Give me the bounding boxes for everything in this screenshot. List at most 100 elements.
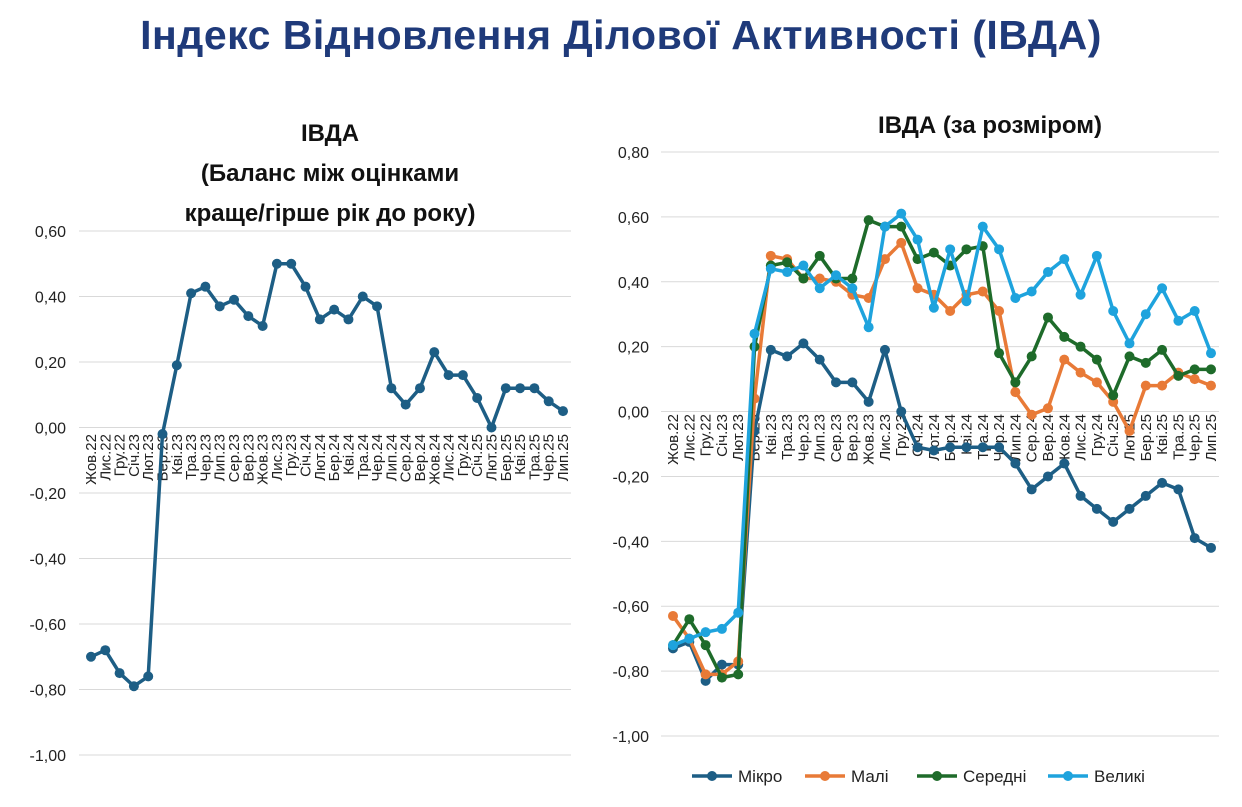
left-xtick-label: Лют.25 [483, 434, 500, 481]
left-series-0-point [486, 422, 497, 433]
right-series-3-point [1108, 305, 1119, 316]
right-series-2-point [684, 614, 695, 625]
right-series-1-point [1059, 354, 1070, 365]
right-series-3-point [1173, 315, 1184, 326]
right-series-3-point [733, 607, 744, 618]
right-series-1-point [879, 254, 890, 265]
right-xtick-label: Гру.22 [698, 414, 715, 456]
right-xtick-label: Гру.23 [893, 414, 910, 456]
right-series-0-point [1075, 490, 1086, 501]
right-xtick-label: Вер.24 [1040, 414, 1057, 462]
left-series-0-point [171, 360, 182, 371]
right-series-0-point [814, 354, 825, 365]
right-series-1-point [977, 286, 988, 297]
left-xtick-label: Тра.23 [183, 434, 200, 480]
right-series-3-point [782, 267, 793, 278]
right-series-3-point [1091, 250, 1102, 261]
right-series-0-point [912, 442, 923, 453]
left-xtick-label: Жов.24 [426, 434, 443, 485]
right-xtick-label: Лис.23 [877, 414, 894, 461]
left-xtick-label: Гру.22 [112, 434, 129, 476]
right-series-line-0 [672, 341, 1212, 683]
right-series-3-point [668, 640, 678, 651]
right-series-0-point [945, 442, 956, 453]
right-series-3-point [1042, 267, 1053, 278]
left-series-0-point [128, 681, 139, 692]
right-series-0-point [716, 659, 727, 670]
left-series-0-point [372, 301, 383, 312]
right-ytick-label: -0,40 [613, 534, 650, 551]
left-series-0-point [558, 406, 568, 417]
left-series-0-point [343, 314, 354, 325]
right-series-2-point [847, 273, 858, 284]
right-xtick-label: Жов.22 [665, 414, 682, 465]
right-xtick-label: Лют.23 [730, 414, 747, 461]
left-xtick-label: Чер.23 [197, 434, 214, 482]
right-series-0-point [1124, 503, 1135, 514]
left-series-0-point [257, 320, 268, 331]
legend-label-3: Великі [1094, 767, 1145, 786]
left-xtick-label: Лип.23 [212, 434, 229, 481]
right-xtick-label: Кві.25 [1154, 414, 1171, 455]
right-series-2-point [1157, 344, 1168, 355]
right-series-2-point [1059, 331, 1070, 342]
right-series-1-point [1189, 374, 1200, 385]
right-series-2-point [700, 640, 711, 651]
left-series-0-point [186, 288, 197, 299]
right-series-0-point [1173, 484, 1184, 495]
left-xtick-label: Тра.24 [355, 434, 372, 480]
right-series-1-point [1075, 367, 1086, 378]
right-series-3-point [1206, 348, 1216, 359]
right-series-1-point [896, 237, 907, 248]
left-ytick-label: -0,60 [30, 617, 67, 634]
left-xtick-label: Жов.23 [255, 434, 272, 485]
right-ytick-label: -0,80 [613, 664, 650, 681]
right-series-2-point [994, 348, 1005, 359]
legend-marker-1 [820, 771, 830, 781]
left-series-0-point [329, 304, 340, 315]
left-ytick-label: -0,20 [30, 486, 67, 503]
left-chart-title-line-3: краще/гірше рік до року) [184, 200, 476, 227]
right-series-3-point [1124, 338, 1135, 349]
left-series-0-point [543, 396, 554, 407]
left-xtick-label: Січ.23 [126, 434, 143, 477]
right-series-3-point [798, 260, 809, 271]
right-series-2-point [716, 672, 727, 683]
right-series-2-point [782, 257, 793, 268]
right-series-0-point [1189, 533, 1200, 544]
right-series-0-point [1108, 516, 1119, 527]
left-series-0-point [414, 383, 425, 394]
right-xtick-label: Бер.24 [942, 414, 959, 461]
right-xtick-label: Січ.25 [1105, 414, 1122, 457]
right-series-1-point [863, 293, 874, 303]
left-series-0-point [100, 645, 111, 656]
right-ytick-label: 0,60 [618, 210, 649, 227]
left-series-0-point [200, 281, 211, 292]
right-xtick-label: Жов.23 [861, 414, 878, 465]
right-series-0-point [847, 377, 858, 388]
right-series-2-point [1075, 341, 1086, 352]
right-series-2-point [1091, 354, 1102, 365]
right-series-1-point [912, 283, 923, 294]
left-series-0-point [271, 258, 282, 269]
right-series-2-point [798, 273, 809, 284]
left-chart-title-line-1: ІВДА [300, 120, 360, 147]
left-xtick-label: Чер.24 [369, 434, 386, 482]
left-series-0-point [429, 347, 440, 358]
right-ytick-label: 0,20 [618, 340, 649, 357]
right-ytick-label: -1,00 [613, 729, 650, 746]
right-ytick-label: -0,60 [613, 599, 650, 616]
right-ytick-label: 0,80 [618, 145, 649, 162]
right-series-line-3 [672, 211, 1213, 647]
left-xtick-label: Сер.24 [398, 434, 415, 482]
left-ytick-label: -0,40 [30, 552, 67, 569]
right-xtick-label: Сер.23 [828, 414, 845, 462]
right-series-1-point [1140, 380, 1151, 391]
right-ytick-label: 0,00 [618, 405, 649, 422]
right-series-3-point [945, 244, 956, 255]
right-series-3-point [879, 221, 890, 232]
left-xtick-label: Січ.25 [469, 434, 486, 477]
left-xtick-label: Лис.22 [97, 434, 114, 481]
left-chart-title-line-2: (Баланс між оцінками [200, 160, 460, 187]
